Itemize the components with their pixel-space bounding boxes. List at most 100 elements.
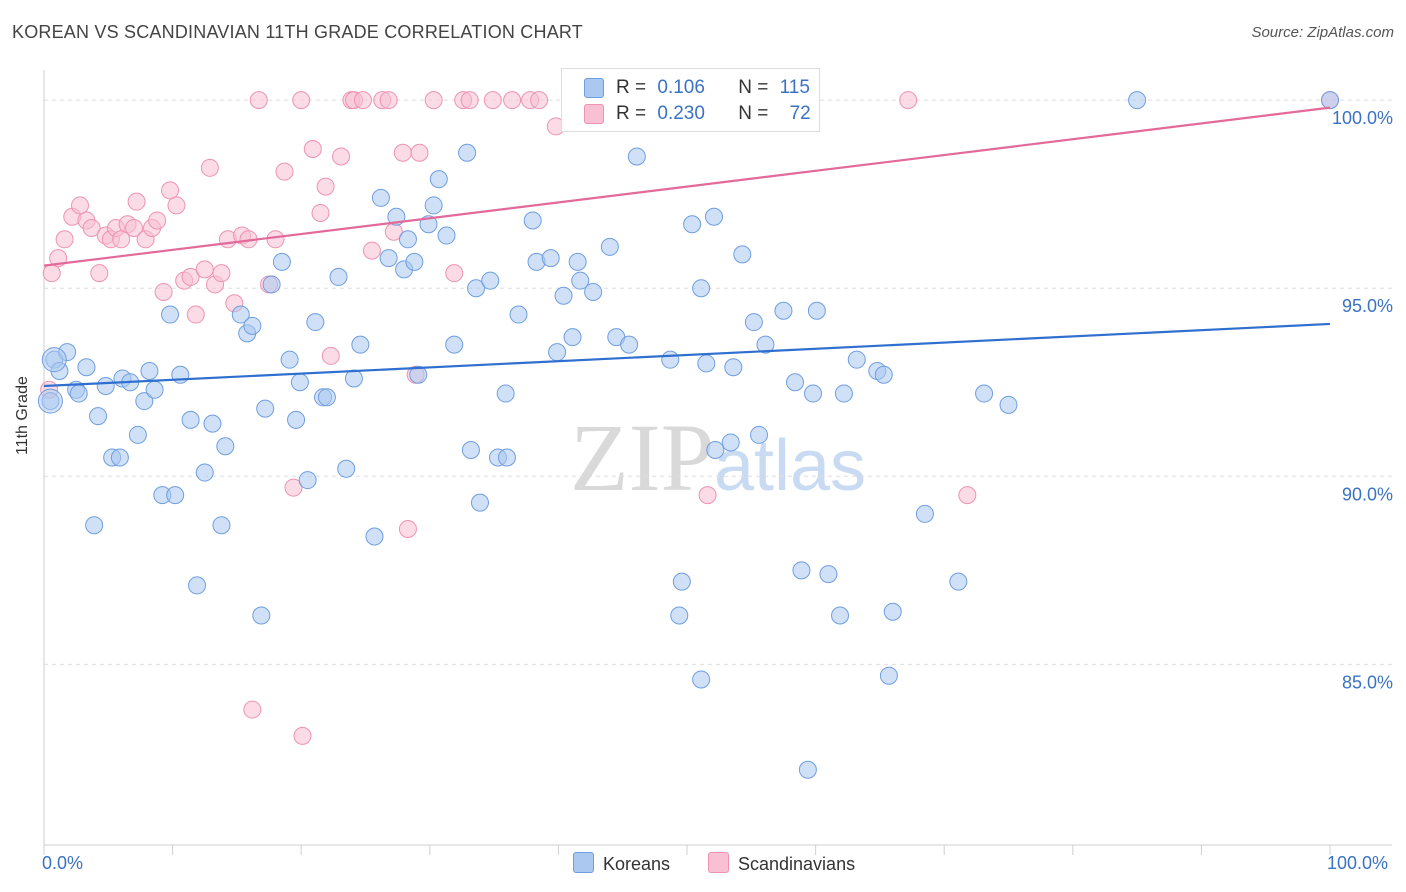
watermark-zip: ZIP bbox=[570, 404, 714, 511]
koreans-point bbox=[203, 414, 222, 433]
scandinavians-point bbox=[125, 219, 144, 238]
koreans-point bbox=[437, 226, 456, 245]
scandinavians-swatch bbox=[584, 104, 604, 124]
scandinavians-point bbox=[284, 478, 303, 497]
koreans-point bbox=[337, 459, 356, 478]
y-tick-label: 95.0% bbox=[1342, 296, 1393, 316]
koreans-point bbox=[41, 347, 67, 373]
x-tick-label-max: 100.0% bbox=[1327, 853, 1389, 873]
scandinavians-point bbox=[186, 305, 205, 324]
koreans-point bbox=[429, 170, 448, 189]
koreans-n-value: 115 bbox=[779, 77, 810, 98]
koreans-point bbox=[874, 365, 893, 384]
koreans-point bbox=[706, 440, 725, 459]
koreans-point bbox=[804, 384, 823, 403]
scandinavians-point bbox=[362, 241, 381, 260]
y-tick-labels: 100.0% 95.0% 90.0% 85.0% bbox=[1332, 108, 1393, 692]
koreans-point bbox=[563, 328, 582, 347]
koreans-point bbox=[188, 576, 207, 595]
scandinavians-point bbox=[311, 203, 330, 222]
axes bbox=[43, 70, 1392, 855]
koreans-point bbox=[445, 335, 464, 354]
koreans-swatch bbox=[584, 78, 604, 98]
koreans-point bbox=[975, 384, 994, 403]
scandinavians-point bbox=[393, 143, 412, 162]
scandinavians-point bbox=[249, 91, 268, 110]
koreans-point bbox=[692, 670, 711, 689]
koreans-point bbox=[792, 561, 811, 580]
scandinavians-n-label: N = bbox=[738, 103, 769, 124]
y-tick-label: 100.0% bbox=[1332, 108, 1393, 128]
koreans-point bbox=[705, 207, 724, 226]
koreans-point bbox=[600, 237, 619, 256]
legend-scandinavians-swatch bbox=[708, 852, 729, 873]
scandinavians-r-value: 0.230 bbox=[657, 103, 705, 124]
koreans-point bbox=[287, 410, 306, 429]
scandinavians-point bbox=[112, 230, 131, 249]
koreans-point bbox=[999, 395, 1018, 414]
koreans-point bbox=[89, 407, 108, 426]
scandinavians-n-value: 72 bbox=[789, 103, 811, 124]
koreans-point bbox=[424, 196, 443, 215]
koreans-trend-line bbox=[43, 322, 1331, 388]
koreans-point bbox=[683, 215, 702, 234]
koreans-point bbox=[280, 350, 299, 369]
koreans-point bbox=[523, 211, 542, 230]
scandinavians-point bbox=[445, 264, 464, 283]
koreans-point bbox=[37, 388, 63, 414]
scandinavians-point bbox=[379, 91, 398, 110]
koreans-point bbox=[212, 516, 231, 535]
scandinavians-point bbox=[212, 264, 231, 283]
scandinavians-point bbox=[483, 91, 502, 110]
koreans-point bbox=[405, 252, 424, 271]
scandinavians-point bbox=[195, 260, 214, 279]
koreans-point bbox=[620, 335, 639, 354]
koreans-point bbox=[317, 388, 336, 407]
scandinavians-point bbox=[303, 140, 322, 159]
scandinavians-point bbox=[243, 700, 262, 719]
koreans-point bbox=[181, 410, 200, 429]
koreans-point bbox=[554, 286, 573, 305]
koreans-point bbox=[216, 437, 235, 456]
koreans-point bbox=[807, 301, 826, 320]
koreans-point bbox=[195, 463, 214, 482]
koreans-point bbox=[145, 380, 164, 399]
scandinavians-point bbox=[266, 230, 285, 249]
koreans-point bbox=[584, 282, 603, 301]
koreans-point bbox=[470, 493, 489, 512]
koreans-point bbox=[949, 572, 968, 591]
trend-lines bbox=[43, 106, 1331, 388]
koreans-point bbox=[161, 305, 180, 324]
scandinavians-point bbox=[460, 91, 479, 110]
koreans-point bbox=[831, 606, 850, 625]
koreans-point bbox=[96, 377, 115, 396]
scandinavians-point bbox=[82, 219, 101, 238]
koreans-point bbox=[548, 343, 567, 362]
koreans-point bbox=[306, 313, 325, 332]
koreans-point bbox=[128, 425, 147, 444]
scandinavians-point bbox=[410, 143, 429, 162]
legend-koreans-label: Koreans bbox=[603, 854, 671, 874]
koreans-point bbox=[398, 230, 417, 249]
gridlines bbox=[44, 99, 1392, 665]
koreans-point bbox=[541, 249, 560, 268]
koreans-point bbox=[819, 565, 838, 584]
koreans-point bbox=[351, 335, 370, 354]
koreans-point bbox=[1128, 91, 1147, 110]
koreans-point bbox=[298, 471, 317, 490]
koreans-point bbox=[571, 271, 590, 290]
koreans-point bbox=[85, 516, 104, 535]
scandinavians-point bbox=[424, 91, 443, 110]
koreans-point bbox=[744, 313, 763, 332]
koreans-point bbox=[692, 279, 711, 298]
koreans-r-label: R = bbox=[616, 77, 647, 98]
koreans-point bbox=[409, 365, 428, 384]
koreans-point bbox=[371, 188, 390, 207]
koreans-point bbox=[166, 486, 185, 505]
scandinavians-point bbox=[200, 158, 219, 177]
y-tick-label: 85.0% bbox=[1342, 672, 1393, 692]
koreans-point bbox=[774, 301, 793, 320]
scandinavians-point bbox=[127, 192, 146, 211]
stats-legend: R = 0.106 N = 115 R = 0.230 N = 72 bbox=[561, 68, 820, 132]
scandinavians-point bbox=[154, 282, 173, 301]
